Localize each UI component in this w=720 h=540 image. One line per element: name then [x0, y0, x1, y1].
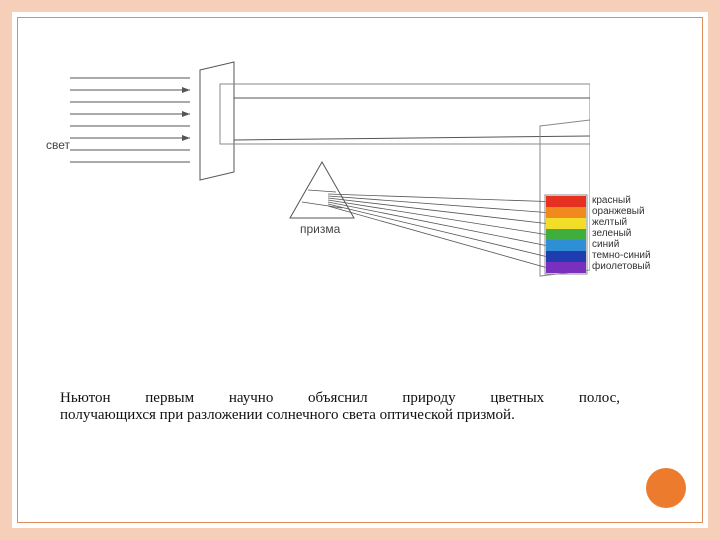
spectrum-labels: красныйоранжевыйжелтыйзеленыйсинийтемно-… — [592, 195, 651, 272]
caption-line2: получающихся при разложении солнечного с… — [60, 407, 620, 424]
spectrum-label-item: фиолетовый — [592, 261, 651, 272]
spectrum-label-item: зеленый — [592, 228, 651, 239]
prism-diagram — [70, 60, 590, 310]
caption-line1: Ньютон первым научно объяснил природу цв… — [60, 390, 620, 406]
label-prism: призма — [300, 222, 340, 236]
spectrum-label-item: темно-синий — [592, 250, 651, 261]
spectrum-label-item: желтый — [592, 217, 651, 228]
caption: Ньютон первым научно объяснил природу цв… — [60, 390, 620, 424]
label-light: свет — [46, 138, 70, 152]
spectrum-label-item: оранжевый — [592, 206, 651, 217]
accent-circle — [646, 468, 686, 508]
spectrum-label-item: синий — [592, 239, 651, 250]
spectrum-label-item: красный — [592, 195, 651, 206]
